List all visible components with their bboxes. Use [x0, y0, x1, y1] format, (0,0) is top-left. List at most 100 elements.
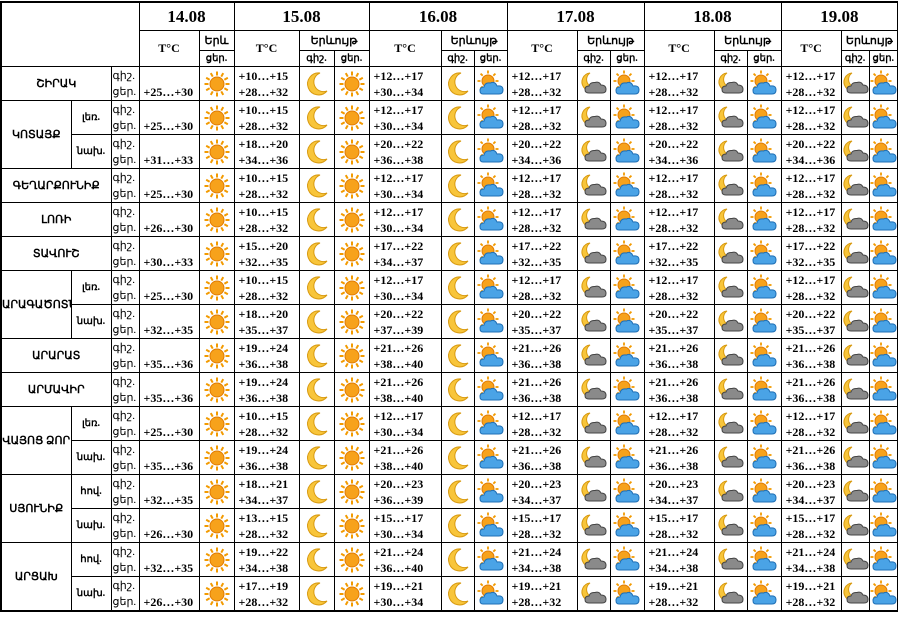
region-name: ՎԱՅՈՑ ՁՈՐ — [0, 406, 72, 475]
weather-icon — [718, 514, 744, 535]
temperature: +21…+26 +36…+38 — [643, 338, 715, 373]
weather-cell — [746, 508, 782, 543]
weather-icon — [339, 309, 364, 334]
weather-cell — [298, 372, 335, 407]
temperature: +12…+17 +28…+32 — [780, 270, 842, 305]
region-name: ԿՈՏԱՅՔ — [0, 100, 72, 169]
temperature: +19…+22 +34…+38 — [233, 542, 300, 577]
day-temp: +35…+37 — [238, 322, 289, 337]
weather-icon — [447, 241, 468, 265]
weather-icon — [718, 378, 744, 399]
temperature: +15…+20 +32…+35 — [233, 236, 300, 271]
night-temp: +12…+17 — [511, 204, 562, 219]
temperature: +25…+30 — [138, 168, 200, 203]
day-label: ցեր. — [112, 391, 137, 404]
weather-cell — [840, 406, 870, 441]
night-temp: +19…+22 — [238, 544, 289, 559]
weather-cell — [198, 508, 235, 543]
day-temp: +28…+32 — [238, 186, 289, 201]
weather-cell — [609, 508, 645, 543]
weather-icon — [477, 342, 504, 366]
spacer — [144, 578, 199, 594]
day-temp: +26…+30 — [143, 594, 194, 609]
temperature: +21…+26 +38…+40 — [368, 372, 442, 407]
weather-icon — [613, 308, 640, 332]
weather-icon — [718, 582, 744, 603]
weather-icon — [339, 139, 364, 164]
weather-cell — [333, 474, 370, 509]
day-temp: +34…+38 — [785, 560, 836, 575]
night-temp: +12…+17 — [785, 408, 836, 423]
weather-icon — [339, 71, 364, 96]
weather-cell — [609, 372, 645, 407]
temperature: +10…+15 +28…+32 — [233, 270, 300, 305]
weather-cell — [609, 134, 645, 169]
night-temp: +21…+24 — [648, 544, 699, 559]
weather-icon — [477, 410, 504, 434]
weather-cell — [198, 202, 235, 237]
weather-icon — [870, 546, 897, 570]
weather-icon — [204, 377, 229, 402]
temperature: +12…+17 +28…+32 — [506, 406, 578, 441]
temp-header: T°C — [233, 30, 300, 67]
night-temp: +12…+17 — [648, 102, 699, 117]
weather-icon — [750, 240, 777, 264]
temperature: +19…+24 +36…+38 — [233, 338, 300, 373]
weather-cell — [713, 508, 748, 543]
night-label: գիշ. — [112, 477, 135, 490]
weather-cell — [298, 270, 335, 305]
weather-cell — [868, 542, 898, 577]
time-labels: գիշ. ցեր. — [110, 542, 140, 577]
weather-cell — [298, 304, 335, 339]
night-temp: +20…+22 — [648, 306, 699, 321]
weather-icon — [843, 208, 869, 229]
weather-cell — [840, 134, 870, 169]
data-row: ՇԻՐԱԿ գիշ. ցեր. +25…+30 +10…+15 +28…+32 +12…+1… — [0, 66, 898, 101]
night-header: գիշ. — [440, 50, 475, 67]
day-temp: +25…+30 — [143, 84, 194, 99]
weather-cell — [840, 66, 870, 101]
temperature: +19…+21 +28…+32 — [780, 576, 842, 612]
day-temp: +28…+32 — [238, 594, 289, 609]
day-label: ցեր. — [112, 595, 137, 608]
weather-cell — [713, 372, 748, 407]
weather-cell — [473, 236, 508, 271]
temperature: +10…+15 +28…+32 — [233, 406, 300, 441]
weather-cell — [473, 134, 508, 169]
temperature: +15…+17 +30…+34 — [368, 508, 442, 543]
weather-cell — [576, 406, 611, 441]
spacer — [144, 272, 199, 288]
data-row: նախ. գիշ. ցեր. +26…+30 +13…+15 +28…+32 +15…+17… — [1, 508, 898, 543]
temperature: +21…+26 +36…+38 — [780, 338, 842, 373]
day-temp: +28…+32 — [511, 594, 562, 609]
weather-cell — [840, 474, 870, 509]
night-temp: +18…+21 — [238, 476, 289, 491]
weather-cell — [868, 270, 898, 305]
weather-icon — [447, 479, 468, 503]
temperature: +21…+26 +36…+38 — [643, 372, 715, 407]
weather-icon — [447, 275, 468, 299]
day-temp: +28…+32 — [648, 288, 699, 303]
night-temp: +21…+26 — [648, 374, 699, 389]
weather-icon — [447, 445, 468, 469]
night-temp: +17…+22 — [373, 238, 424, 253]
weather-icon — [581, 310, 607, 331]
spacer — [144, 170, 199, 186]
temperature: +26…+30 — [138, 576, 200, 612]
day-label: ցեր. — [112, 187, 137, 200]
spacer — [144, 136, 199, 152]
weather-cell — [298, 202, 335, 237]
temperature: +20…+22 +34…+36 — [643, 134, 715, 169]
spacer — [144, 544, 199, 560]
temperature: +17…+22 +32…+35 — [643, 236, 715, 271]
data-row: ՎԱՅՈՑ ՁՈՐ լեռ. գիշ. ցեր. +25…+30 +10…+15 +28…+… — [0, 406, 898, 475]
time-labels: գիշ. ցեր. — [110, 100, 140, 135]
day-temp: +36…+38 — [648, 356, 699, 371]
weather-cell — [868, 304, 898, 339]
weather-cell — [198, 406, 235, 441]
day-temp: +34…+38 — [648, 560, 699, 575]
weather-cell — [868, 474, 898, 509]
temperature: +12…+17 +30…+34 — [368, 202, 442, 237]
day-temp: +30…+34 — [373, 594, 424, 609]
